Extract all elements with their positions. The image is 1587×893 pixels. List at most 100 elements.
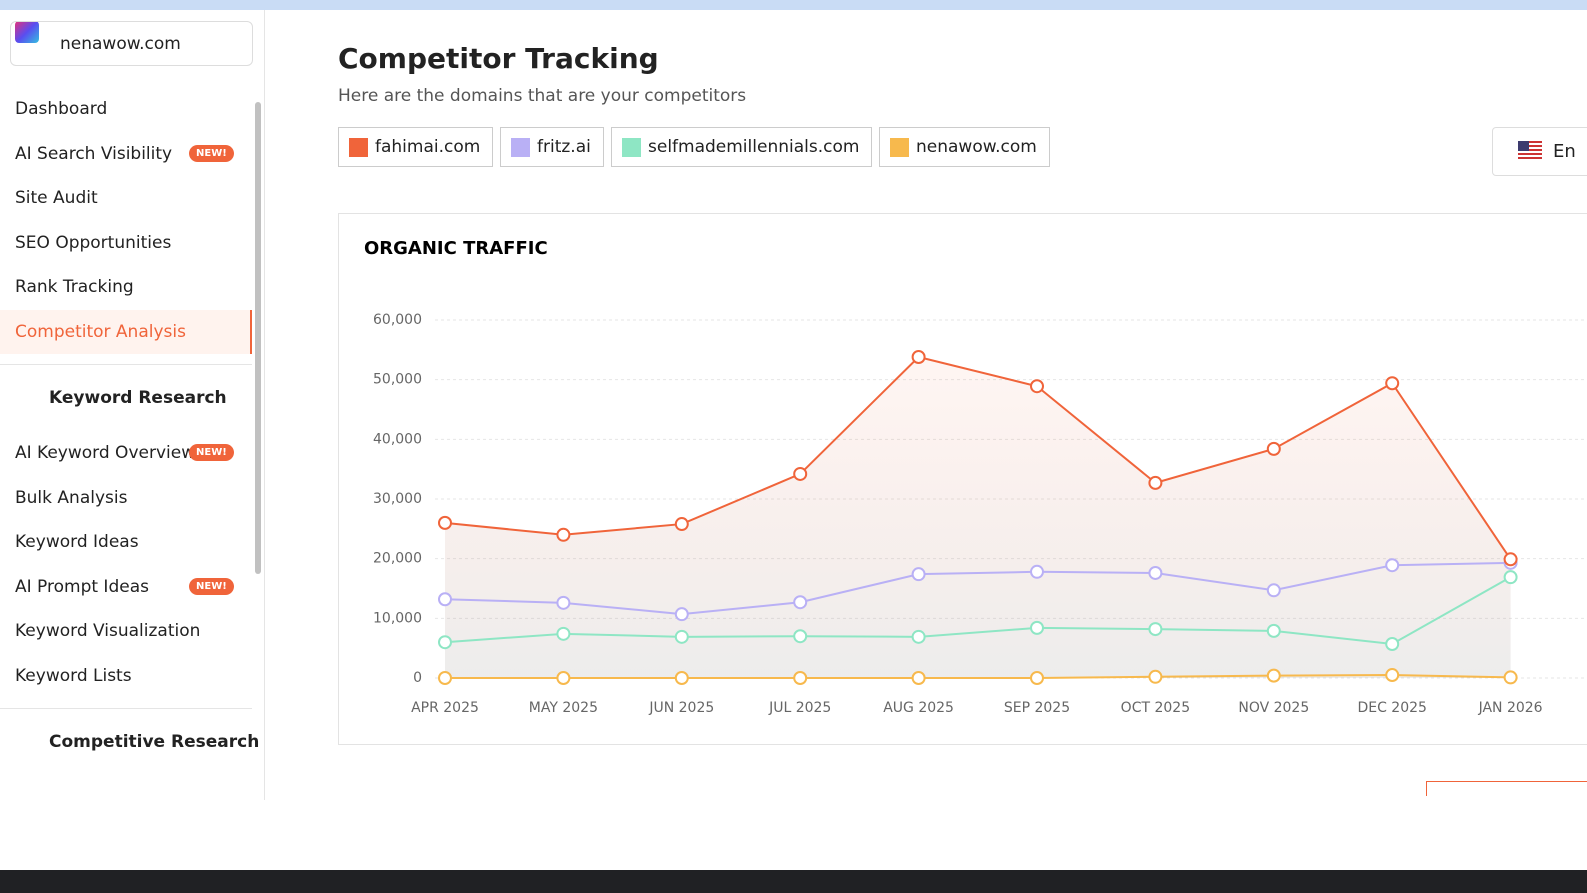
data-point: [911, 671, 926, 685]
legend-label: nenawow.com: [916, 137, 1037, 157]
x-tick-label: DEC 2025: [1357, 700, 1426, 716]
nav-item[interactable]: Keyword Visualization: [15, 621, 201, 641]
data-point: [793, 466, 808, 481]
new-badge: NEW!: [189, 444, 234, 461]
y-tick-label: 40,000: [373, 431, 422, 447]
series-line: [445, 674, 1511, 679]
x-tick-label: JUN 2025: [648, 700, 714, 716]
legend-label: selfmademillennials.com: [648, 137, 860, 157]
x-tick-label: APR 2025: [411, 700, 479, 716]
legend-label: fritz.ai: [537, 137, 591, 157]
button[interactable]: [1426, 781, 1587, 796]
divider: [0, 708, 252, 709]
y-tick-label: 60,000: [373, 312, 422, 328]
data-point: [556, 595, 571, 610]
nav-item[interactable]: Competitor Analysis: [0, 309, 252, 354]
data-point: [1385, 376, 1400, 391]
data-point: [556, 527, 571, 542]
nav-item[interactable]: Site Audit: [15, 188, 98, 208]
legend-item[interactable]: selfmademillennials.com: [611, 127, 873, 167]
data-point: [674, 671, 689, 685]
x-tick-label: OCT 2025: [1121, 700, 1190, 716]
x-tick-label: JAN 2026: [1478, 700, 1543, 716]
section-title: Competitive Research: [49, 732, 260, 752]
new-badge: NEW!: [189, 144, 234, 162]
data-point: [911, 349, 926, 364]
data-point: [674, 629, 689, 644]
nav-item[interactable]: AI Search Visibility: [15, 143, 173, 164]
divider: [0, 364, 252, 365]
series-line: [444, 576, 1512, 646]
page-title: Competitor Tracking: [338, 42, 659, 75]
nav-item[interactable]: Bulk Analysis: [15, 487, 128, 508]
data-point: [1385, 636, 1400, 651]
nav-item[interactable]: Keyword Ideas: [15, 532, 139, 552]
nav-item[interactable]: Rank Tracking: [15, 277, 134, 297]
data-point: [1148, 565, 1163, 580]
data-point: [911, 629, 926, 644]
page-subtitle: Here are the domains that are your compe…: [338, 86, 747, 106]
browser-bar: [0, 0, 1587, 10]
legend-swatch: [890, 138, 909, 157]
chart-card: ORGANIC TRAFFIC 0 10,000 20,000 30,000 40,00…: [338, 213, 1587, 745]
legend-item[interactable]: nenawow.com: [879, 127, 1050, 167]
data-point: [1503, 552, 1518, 567]
data-point: [1503, 670, 1518, 685]
nav-item[interactable]: Keyword Lists: [15, 665, 132, 686]
language: En: [1553, 141, 1576, 162]
data-point: [1503, 570, 1518, 585]
data-point: [1148, 622, 1163, 637]
legend-label: fahimai.com: [375, 137, 481, 157]
data-point: [793, 629, 808, 644]
legend-item[interactable]: fritz.ai: [500, 127, 604, 167]
data-point: [1266, 441, 1281, 456]
data-point: [1030, 379, 1044, 394]
y-tick-label: 30,000: [373, 491, 422, 507]
y-tick-label: 20,000: [373, 551, 422, 567]
scrollbar: [255, 102, 261, 574]
data-point: [1266, 623, 1281, 638]
new-badge: NEW!: [189, 577, 234, 595]
data-point: [674, 607, 689, 622]
x-tick-label: JUL 2025: [768, 700, 831, 716]
data-point: [793, 671, 808, 685]
logo: [15, 21, 39, 43]
data-point: [438, 515, 452, 530]
legend-swatch: [511, 138, 530, 157]
data-point: [556, 671, 571, 685]
language-selector[interactable]: En: [1492, 127, 1587, 176]
data-point: [1266, 668, 1281, 683]
chart-title: ORGANIC TRAFFIC: [364, 238, 548, 259]
data-point: [1030, 564, 1044, 579]
chart: ORGANIC TRAFFIC 0 10,000 20,000 30,000 40,00…: [364, 238, 1587, 716]
data-point: [1266, 583, 1281, 598]
series-line: [444, 561, 1511, 616]
taskbar: [0, 870, 1587, 893]
data-point: [674, 517, 689, 532]
area: [445, 356, 1511, 678]
data-point: [793, 595, 808, 610]
legend-swatch: [622, 138, 641, 157]
data-point: [438, 592, 452, 607]
data-point: [1030, 620, 1044, 635]
y-tick-label: 0: [413, 670, 422, 686]
sidebar: nenawow.com Dashboard AI Search Visibilit…: [0, 10, 265, 800]
legend-item[interactable]: fahimai.com: [338, 127, 494, 167]
x-tick-label: SEP 2025: [1004, 700, 1070, 716]
y-tick-label: 50,000: [373, 372, 422, 388]
nav-item[interactable]: AI Prompt Ideas: [15, 576, 149, 597]
data-point: [1385, 668, 1400, 683]
data-point: [438, 671, 452, 685]
series-line: [444, 355, 1512, 560]
y-tick-label: 10,000: [373, 610, 422, 626]
x-tick-label: MAY 2025: [529, 700, 598, 716]
nav-item[interactable]: SEO Opportunities: [15, 232, 172, 253]
x-tick-label: AUG 2025: [883, 700, 954, 716]
nav-item[interactable]: Dashboard: [15, 99, 108, 119]
data-point: [438, 635, 452, 650]
site-selector[interactable]: nenawow.com: [10, 21, 253, 66]
x-tick-label: NOV 2025: [1238, 700, 1309, 716]
nav-item[interactable]: AI Keyword Overview: [15, 443, 196, 463]
data-point: [1385, 558, 1400, 573]
